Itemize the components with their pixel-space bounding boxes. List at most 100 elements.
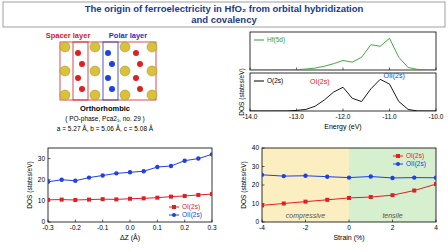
x-tick [436,220,437,223]
legend-label: OI(2s) [182,203,200,211]
y-axis-label: DOS (states/eV) [240,161,248,208]
lattice: a = 5.27 Å, b = 5.06 Å, c = 5.08 Å [57,124,154,132]
marker [303,174,307,178]
x-tick [305,220,306,223]
marker [282,202,286,206]
hf-atom [147,42,157,52]
x-tick [212,220,213,223]
y-tick-label: 0 [41,218,45,225]
annotation: OI(2s) [310,78,329,86]
x-tick-label: -0.1 [97,224,109,231]
x-tick-label: 0 [347,224,351,231]
o-atom [109,86,115,92]
x-axis-label: Energy (eV) [324,123,361,131]
hf-atom [60,90,70,100]
marker [73,198,77,202]
marker [59,178,63,182]
x-tick [343,68,344,71]
x-tick-label: 0.3 [207,224,216,231]
hf-atom [60,42,70,52]
marker [155,196,159,200]
y-tick-label: 10 [38,197,46,204]
marker [325,198,329,202]
y-tick [48,222,51,223]
o-atom [75,75,81,81]
x-tick [102,220,103,223]
hf-atom [90,66,100,76]
marker [169,195,173,199]
marker [114,171,118,175]
marker [347,196,351,200]
polar-box [103,42,118,100]
marker [196,156,200,160]
y-axis-label: DOS (states/eV) [26,161,34,208]
marker [182,158,186,162]
x-tick-label: -2 [303,224,309,231]
chart: compressivetensile-4-2024010203040OI(2s)… [240,144,438,242]
legend-label: O(2s) [267,77,283,85]
o-atom [105,50,111,56]
x-tick [389,68,390,71]
o-atom [109,61,115,67]
hf-atom [120,90,130,100]
hf-atom [120,66,130,76]
marker [141,169,145,173]
region-label: compressive [286,212,325,220]
hf-atom [90,42,100,52]
x-tick-label: 2 [391,224,395,231]
polar-label: Polar layer [109,31,147,40]
marker [48,180,50,184]
o-atom [137,61,143,67]
spacer-box [73,42,88,100]
o-atom [75,50,81,56]
x-tick-label: 0.2 [180,224,189,231]
hf-atom [147,66,157,76]
plot [262,173,436,208]
x-tick-label: 4 [434,224,438,231]
x-tick [48,220,49,223]
x-tick-label: -0.2 [70,224,82,231]
x-tick-label: -11.0 [382,113,397,120]
x-tick [349,220,350,223]
x-tick-label: 0.1 [153,224,162,231]
x-tick-label: -10.0 [429,113,444,120]
o-atom [133,75,139,81]
series-line [262,184,436,205]
hf-atom [60,66,70,76]
legend-swatch [254,81,264,82]
x-tick-label: -13.0 [289,113,304,120]
o-atom [137,86,143,92]
y-tick-label: 30 [252,163,260,170]
marker [347,175,351,179]
marker [412,175,416,179]
marker [282,174,286,178]
y-tick-label: 20 [252,181,260,188]
o-atom [79,86,85,92]
marker [210,152,212,156]
x-tick-label: -4 [259,224,265,231]
marker [87,198,91,202]
phase: Orthorhombic [80,104,130,113]
marker [262,173,264,177]
region [349,148,436,222]
marker [48,198,50,202]
marker [142,196,146,200]
marker [412,189,416,193]
marker [128,170,132,174]
chart: Hf(5d) [250,32,436,70]
title: The origin of ferroelectricity in HfO₂ f… [85,3,364,14]
y-tick [262,185,265,186]
x-tick [157,220,158,223]
y-tick-label: 0 [255,218,259,225]
y-tick-label: 30 [38,155,46,162]
chart: -14.0-13.0-12.0-11.0-10.0OI(2s)OII(2s)O(… [238,68,444,131]
legend-marker [396,154,400,158]
marker [73,179,77,183]
x-tick [75,220,76,223]
marker [100,173,104,177]
y-tick-label: 20 [38,176,46,183]
marker [391,193,395,197]
y-tick [262,148,265,149]
spacer-label: Spacer layer [46,31,91,40]
legend-label: OII(2s) [406,160,426,168]
